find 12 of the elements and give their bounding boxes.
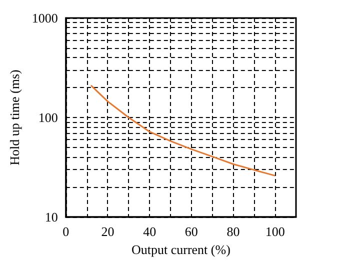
- y-tick-label: 1000: [32, 10, 58, 26]
- x-tick-label: 60: [184, 224, 198, 239]
- y-tick-label: 100: [38, 110, 58, 125]
- x-axis-title: Output current (%): [131, 242, 230, 257]
- x-tick-label: 80: [226, 224, 240, 239]
- x-tick-label: 0: [62, 224, 70, 239]
- line-series: [90, 84, 276, 176]
- x-tick-label: 20: [101, 224, 114, 239]
- y-axis-title: Hold up time (ms): [7, 70, 22, 166]
- y-tick-label: 10: [44, 210, 58, 224]
- x-tick-label: 40: [143, 224, 156, 239]
- x-tick-label: 100: [265, 224, 285, 239]
